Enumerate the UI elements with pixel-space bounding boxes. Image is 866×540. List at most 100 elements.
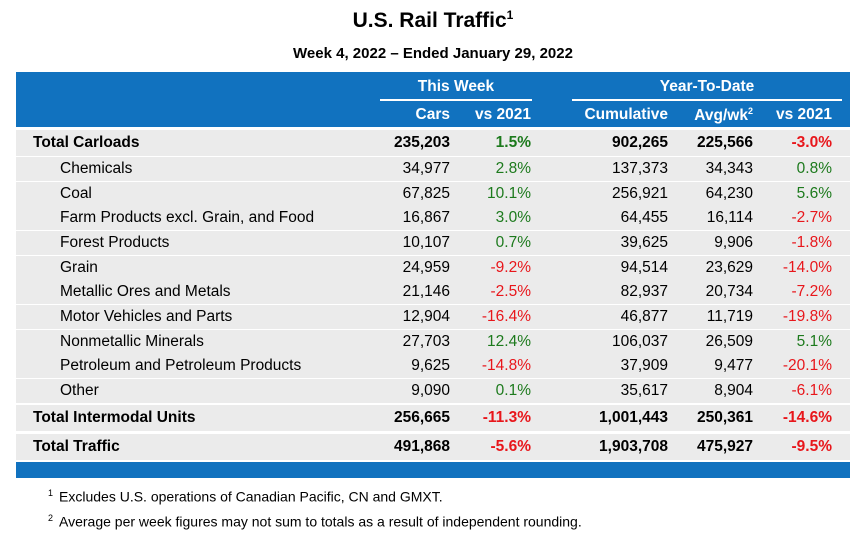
vs-2021-value: -5.6% xyxy=(490,438,532,455)
avg-wk-value: 23,629 xyxy=(705,259,753,276)
footnote-text: Average per week figures may not sum to … xyxy=(59,513,582,530)
cars-value: 21,146 xyxy=(402,283,450,300)
table-footer-bar xyxy=(16,462,850,478)
row-label: Coal xyxy=(60,185,92,202)
group-ytd: Year-To-Date xyxy=(572,78,842,101)
footnote-text: Excludes U.S. operations of Canadian Pac… xyxy=(59,488,443,505)
vs-2021-value: 1.5% xyxy=(495,134,531,151)
table-row: Metallic Ores and Metals 21,146 -2.5% 82,93… xyxy=(16,280,850,304)
avg-wk-value: 250,361 xyxy=(696,409,753,426)
vs-2021-value: 12.4% xyxy=(487,333,531,350)
avg-wk-value: 475,927 xyxy=(696,438,753,455)
vs-2021-ytd-value: -6.1% xyxy=(791,382,833,399)
cumulative-value: 902,265 xyxy=(611,134,668,151)
cumulative-value: 1,903,708 xyxy=(599,438,668,455)
table-row: Petroleum and Petroleum Products 9,625 -14… xyxy=(16,354,850,378)
avg-wk-value: 225,566 xyxy=(696,134,753,151)
cumulative-value: 256,921 xyxy=(611,185,668,202)
table-row: Nonmetallic Minerals 27,703 12.4% 106,037 26… xyxy=(16,330,850,354)
row-label: Total Carloads xyxy=(33,134,140,151)
vs-2021-value: 0.1% xyxy=(495,382,531,399)
cars-value: 67,825 xyxy=(402,185,450,202)
vs-2021-value: -14.8% xyxy=(481,357,531,374)
vs-2021-ytd-value: -1.8% xyxy=(791,234,833,251)
row-label: Motor Vehicles and Parts xyxy=(60,308,233,325)
footnote-ref: 2 xyxy=(747,106,753,116)
footnote-2: 2 Average per week figures may not sum to… xyxy=(48,513,582,530)
table-row: Chemicals 34,977 2.8% 137,373 34,343 0.8% xyxy=(16,157,850,181)
cumulative-value: 35,617 xyxy=(620,382,668,399)
cumulative-value: 39,625 xyxy=(620,234,668,251)
avg-wk-value: 9,477 xyxy=(714,357,753,374)
cumulative-value: 1,001,443 xyxy=(599,409,668,426)
row-label: Nonmetallic Minerals xyxy=(60,333,204,350)
vs-2021-value: -9.2% xyxy=(490,259,532,276)
table-row: Motor Vehicles and Parts 12,904 -16.4% 46,8… xyxy=(16,305,850,329)
vs-2021-value: 2.8% xyxy=(495,160,531,177)
footnote-ref: 1 xyxy=(506,8,514,22)
table-row: Total Intermodal Units 256,665 -11.3% 1,001… xyxy=(16,405,850,431)
cars-value: 16,867 xyxy=(402,209,450,226)
cumulative-value: 37,909 xyxy=(620,357,668,374)
table-row: Total Carloads 235,203 1.5% 902,265 225,566 -… xyxy=(16,130,850,156)
cumulative-value: 106,037 xyxy=(611,333,668,350)
cars-value: 9,625 xyxy=(411,357,450,374)
row-label: Total Intermodal Units xyxy=(33,409,196,426)
cars-value: 12,904 xyxy=(402,308,450,325)
vs-2021-value: -16.4% xyxy=(481,308,531,325)
vs-2021-ytd-value: -14.6% xyxy=(782,409,832,426)
page-subtitle: Week 4, 2022 – Ended January 29, 2022 xyxy=(293,45,573,62)
row-label: Grain xyxy=(60,259,98,276)
table-row: Other 9,090 0.1% 35,617 8,904 -6.1% xyxy=(16,379,850,403)
footnote-mark: 2 xyxy=(48,513,54,523)
vs-2021-value: -2.5% xyxy=(490,283,532,300)
table-row: Grain 24,959 -9.2% 94,514 23,629 -14.0% xyxy=(16,256,850,280)
vs-2021-ytd-value: -14.0% xyxy=(782,259,832,276)
avg-wk-value: 8,904 xyxy=(714,382,753,399)
page-title: U.S. Rail Traffic1 xyxy=(0,8,866,33)
col-vs-2021: vs 2021 xyxy=(474,106,531,123)
vs-2021-value: -11.3% xyxy=(482,409,531,426)
cumulative-value: 82,937 xyxy=(620,283,668,300)
avg-wk-value: 64,230 xyxy=(705,185,753,202)
vs-2021-ytd-value: -7.2% xyxy=(791,283,833,300)
cumulative-value: 64,455 xyxy=(620,209,668,226)
col-cars: Cars xyxy=(415,106,450,123)
footnote-mark: 1 xyxy=(48,488,54,498)
avg-wk-value: 16,114 xyxy=(706,209,753,226)
row-label: Farm Products excl. Grain, and Food xyxy=(60,209,315,226)
avg-label: Avg/wk xyxy=(694,107,748,125)
group-this-week: This Week xyxy=(380,78,532,101)
vs-2021-ytd-value: -2.7% xyxy=(791,209,833,226)
vs-2021-value: 3.0% xyxy=(495,209,531,226)
vs-2021-ytd-value: -9.5% xyxy=(791,438,833,455)
cars-value: 34,977 xyxy=(402,160,450,177)
col-cumulative: Cumulative xyxy=(584,106,668,123)
cars-value: 9,090 xyxy=(411,382,450,399)
vs-2021-ytd-value: -19.8% xyxy=(782,308,832,325)
row-label: Forest Products xyxy=(60,234,170,251)
col-avg-wk: Avg/wk2 xyxy=(694,106,753,125)
row-label: Other xyxy=(60,382,99,399)
cumulative-value: 94,514 xyxy=(620,259,668,276)
avg-wk-value: 34,343 xyxy=(705,160,753,177)
cumulative-value: 46,877 xyxy=(620,308,668,325)
row-label: Petroleum and Petroleum Products xyxy=(60,357,302,374)
row-label: Chemicals xyxy=(60,160,133,177)
cars-value: 235,203 xyxy=(393,134,450,151)
cars-value: 24,959 xyxy=(402,259,450,276)
avg-wk-value: 26,509 xyxy=(705,333,753,350)
vs-2021-ytd-value: 0.8% xyxy=(796,160,832,177)
vs-2021-ytd-value: 5.6% xyxy=(796,185,832,202)
table-row: Farm Products excl. Grain, and Food 16,86… xyxy=(16,206,850,230)
cars-value: 27,703 xyxy=(402,333,450,350)
footnote-1: 1 Excludes U.S. operations of Canadian Pa… xyxy=(48,488,443,505)
row-label: Total Traffic xyxy=(33,438,120,455)
cumulative-value: 137,373 xyxy=(611,160,668,177)
col-vs-2021-ytd: vs 2021 xyxy=(775,106,832,123)
vs-2021-ytd-value: 5.1% xyxy=(796,333,832,350)
table-row: Coal 67,825 10.1% 256,921 64,230 5.6% xyxy=(16,182,850,206)
cars-value: 10,107 xyxy=(402,234,450,251)
row-label: Metallic Ores and Metals xyxy=(60,283,231,300)
table-header: This Week Year-To-Date Cars vs 2021 Cumu… xyxy=(16,72,850,127)
